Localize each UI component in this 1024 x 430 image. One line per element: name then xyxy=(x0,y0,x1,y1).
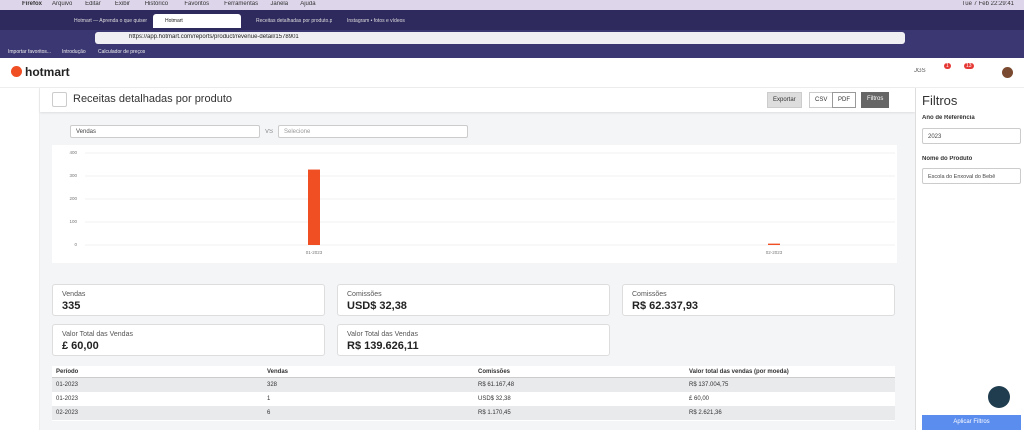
card-label: Vendas xyxy=(62,291,86,298)
card-value: 335 xyxy=(62,300,81,312)
card-value: R$ 62.337,93 xyxy=(632,300,699,312)
column-header[interactable]: Vendas xyxy=(267,369,289,375)
card-value: R$ 139.626,11 xyxy=(347,340,419,352)
filters-panel: Filtros Ano de Referência 2023 Nome do P… xyxy=(915,88,1024,430)
table-row xyxy=(52,406,895,420)
card-label: Valor Total das Vendas xyxy=(62,331,133,338)
bar xyxy=(768,243,780,245)
x-tick-label: 02-2023 xyxy=(766,250,783,255)
filters-title: Filtros xyxy=(922,93,958,108)
url-field[interactable]: https://app.hotmart.com/reports/product/… xyxy=(95,32,905,44)
card-value: USD$ 32,38 xyxy=(347,300,407,312)
table-cell: 02-2023 xyxy=(56,410,79,416)
menu-item[interactable]: Arquivo xyxy=(52,1,73,7)
vs-label: VS xyxy=(265,129,274,135)
tab[interactable]: Hotmart — Aprenda o que quiser xyxy=(74,18,148,24)
menu-item[interactable]: Ajuda xyxy=(300,1,316,7)
summary-card: Valor Total das Vendas £ 60,00 xyxy=(52,324,325,356)
app-name[interactable]: Firefox xyxy=(22,1,43,7)
pdf-button[interactable]: PDF xyxy=(832,92,856,108)
menu-item[interactable]: Favoritos xyxy=(184,1,210,7)
card-label: Comissões xyxy=(632,291,667,298)
bookmark[interactable]: Introdução xyxy=(62,49,86,55)
year-label: Ano de Referência xyxy=(922,115,975,121)
column-header[interactable]: Período xyxy=(56,369,79,375)
table-cell: 01-2023 xyxy=(56,396,79,402)
bar xyxy=(308,169,320,245)
table-cell: 01-2023 xyxy=(56,382,79,388)
table-cell: 6 xyxy=(267,410,271,416)
title-bar: Receitas detalhadas por produto Exportar… xyxy=(40,88,915,112)
summary-card: Vendas 335 xyxy=(52,284,325,316)
compare-select[interactable]: Selecione xyxy=(278,125,468,138)
filters-button[interactable]: Filtros xyxy=(861,92,890,108)
export-button[interactable]: Exportar xyxy=(767,92,802,108)
bookmarks-bar: Importar favoritos... Introdução Calculado… xyxy=(0,46,1024,58)
table-cell: R$ 61.167,48 xyxy=(478,382,515,388)
y-tick-label: 100 xyxy=(69,219,77,224)
table-cell: R$ 2.621,36 xyxy=(689,410,722,416)
badge: 13 xyxy=(964,63,974,69)
table-cell: £ 60,00 xyxy=(689,396,710,402)
card-value: £ 60,00 xyxy=(62,340,99,352)
user[interactable]: JGS xyxy=(914,68,926,74)
summary-card: Valor Total das Vendas R$ 139.626,11 xyxy=(337,324,610,356)
app-header: hotmart JGS 1 13 xyxy=(0,58,1024,88)
table-cell: R$ 137.004,75 xyxy=(689,382,729,388)
table-cell: USD$ 32,38 xyxy=(478,396,511,402)
y-tick-label: 0 xyxy=(74,242,77,247)
product-select[interactable]: Escola do Enxoval do Bebê xyxy=(922,168,1021,184)
table-row xyxy=(52,392,895,406)
table-cell: 1 xyxy=(267,396,271,402)
menu-item[interactable]: Janela xyxy=(270,1,289,7)
badge: 1 xyxy=(944,63,951,69)
metric-select[interactable]: Vendas xyxy=(70,125,260,138)
toolbar: https://app.hotmart.com/reports/product/… xyxy=(0,30,1024,46)
table-row xyxy=(52,378,895,392)
menu-item[interactable]: Exibir xyxy=(114,1,130,7)
card-label: Comissões xyxy=(347,291,382,298)
apply-button[interactable]: Aplicar Filtros xyxy=(922,415,1021,430)
y-tick-label: 300 xyxy=(69,173,77,178)
clock: Tue 7 Feb 22:29:41 xyxy=(961,1,1014,7)
menu-item[interactable]: Histórico xyxy=(144,1,169,7)
product-label: Nome do Produto xyxy=(922,156,973,162)
brand[interactable]: hotmart xyxy=(25,65,70,79)
x-tick-label: 01-2023 xyxy=(306,250,323,255)
tab[interactable]: Receitas detalhadas por produto.pdf xyxy=(256,18,332,24)
avatar[interactable] xyxy=(1002,67,1013,78)
menu-item[interactable]: Ferramentas xyxy=(224,1,259,7)
tab[interactable]: Instagram • fotos e vídeos xyxy=(347,18,405,24)
column-header[interactable]: Comissões xyxy=(478,369,511,375)
table-cell: R$ 1.170,45 xyxy=(478,410,511,416)
chart-panel xyxy=(52,145,897,263)
bookmark[interactable]: Importar favoritos... xyxy=(8,49,52,55)
tab[interactable]: Hotmart xyxy=(153,14,241,28)
table-cell: 328 xyxy=(267,382,278,388)
menu-bar: Firefox Arquivo Editar Exibir Histórico Favo… xyxy=(0,0,1024,10)
refresh-button[interactable] xyxy=(52,92,67,107)
table-header-bg xyxy=(52,366,895,378)
sidebar xyxy=(0,88,40,430)
chat-button[interactable] xyxy=(988,386,1010,408)
year-select[interactable]: 2023 xyxy=(922,128,1021,144)
column-header[interactable]: Valor total das vendas (por moeda) xyxy=(689,369,789,375)
y-tick-label: 400 xyxy=(69,150,77,155)
menu-item[interactable]: Editar xyxy=(85,1,101,7)
url: https://app.hotmart.com/reports/product/… xyxy=(129,34,299,40)
summary-card: Comissões USD$ 32,38 xyxy=(337,284,610,316)
bookmark[interactable]: Calculador de preços xyxy=(98,49,146,55)
summary-card: Comissões R$ 62.337,93 xyxy=(622,284,895,316)
table: Período Vendas Comissões Valor total das ve… xyxy=(52,366,895,421)
logo-icon xyxy=(11,66,22,77)
page-title: Receitas detalhadas por produto xyxy=(73,93,232,105)
card-label: Valor Total das Vendas xyxy=(347,331,418,338)
y-tick-label: 200 xyxy=(69,196,77,201)
tab-bar: Hotmart — Aprenda o que quiser Hotmart Rec… xyxy=(0,10,1024,30)
